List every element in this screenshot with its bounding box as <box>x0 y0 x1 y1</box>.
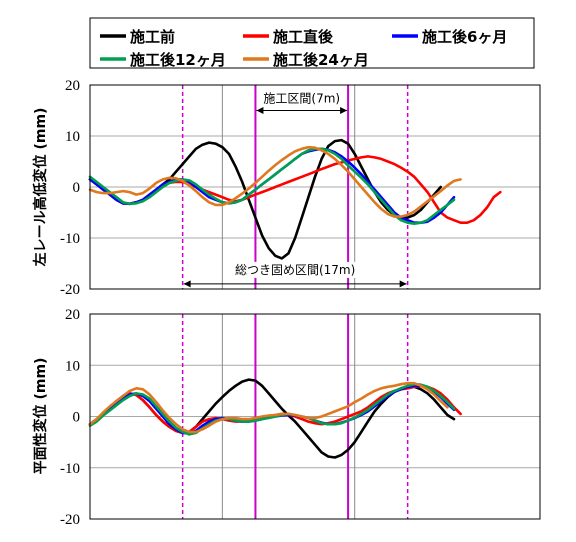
legend-entry-3: 施工後12ヶ月 <box>100 51 226 69</box>
series-line-1-4 <box>88 381 449 434</box>
annotations-0: 施工区間(7m) 総つき固め区間(17m) <box>183 90 407 288</box>
series-line-0-3 <box>88 147 456 225</box>
legend: 施工前 施工直後 施工後6ヶ月 施工後12ヶ月 施工後24ヶ月 <box>89 17 535 69</box>
ytick-label-0-0: -20 <box>60 282 80 298</box>
legend-label-0: 施工前 <box>130 28 175 46</box>
vertical-markers-0 <box>181 85 409 289</box>
ytick-label-1-3: 10 <box>65 358 80 374</box>
series-line-1-3 <box>88 382 456 436</box>
anno-arrowhead-right-0 <box>340 107 348 114</box>
legend-label-1: 施工直後 <box>273 28 334 46</box>
ytick-label-1-2: 0 <box>73 410 81 426</box>
legend-label-2: 施工後6ヶ月 <box>422 28 507 46</box>
ytick-label-0-3: 10 <box>65 129 80 145</box>
anno-arrowhead-left-1 <box>183 280 191 288</box>
legend-entry-2: 施工後6ヶ月 <box>392 28 507 46</box>
anno-arrowhead-right-1 <box>399 280 407 288</box>
anno-label-0: 施工区間(7m) <box>263 92 340 106</box>
ylabel-0: 左レール高低変位 (mm) <box>32 108 49 268</box>
series-group-0 <box>88 138 502 260</box>
series-line-0-4 <box>88 145 462 218</box>
legend-entry-1: 施工直後 <box>243 28 334 46</box>
legend-frame <box>89 17 535 69</box>
plot-frame-0 <box>89 84 541 290</box>
anno-label-bg-0 <box>261 90 343 107</box>
panel-twist: -20 -10 0 10 20 平面性変位 (mm) <box>32 307 541 528</box>
ytick-label-0-1: -10 <box>60 231 80 247</box>
yticks-1: -20 -10 0 10 20 <box>60 307 80 528</box>
plot-frame-1 <box>89 313 541 520</box>
anno-label-1: 総つき固め区間(17m) <box>235 263 355 277</box>
series-group-1 <box>88 378 462 459</box>
legend-label-4: 施工後24ヶ月 <box>273 51 369 69</box>
legend-entry-4: 施工後24ヶ月 <box>243 51 369 69</box>
ytick-label-0-2: 0 <box>73 180 81 196</box>
ytick-label-1-1: -10 <box>60 461 80 477</box>
ylabel-1: 平面性変位 (mm) <box>32 358 49 475</box>
anno-arrowhead-left-0 <box>256 107 264 114</box>
legend-label-3: 施工後12ヶ月 <box>130 51 226 69</box>
ytick-label-1-4: 20 <box>65 307 80 323</box>
panel-left-rail-level: -20 -10 0 10 20 左レール高低変位 (mm) 施工区間(7m) 総つき固め区… <box>32 78 541 298</box>
ytick-label-0-4: 20 <box>65 78 80 94</box>
anno-label-bg-1 <box>232 261 358 278</box>
ytick-label-1-0: -20 <box>60 512 80 528</box>
legend-entry-0: 施工前 <box>100 28 175 46</box>
yticks-0: -20 -10 0 10 20 <box>60 78 80 298</box>
